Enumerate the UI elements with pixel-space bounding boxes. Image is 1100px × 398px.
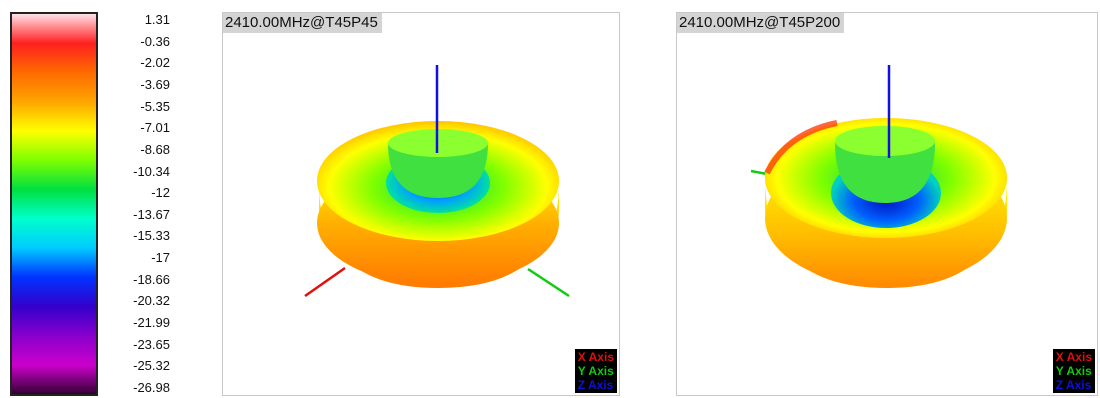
y-axis-line: [527, 267, 570, 298]
pattern-panel-1: 2410.00MHz@T45P45: [222, 12, 620, 396]
radiation-pattern-plot: [750, 65, 1007, 288]
colorbar-tick-label: -5.35: [140, 98, 170, 114]
colorbar-tick-label: -8.68: [140, 141, 170, 157]
pattern-panel-2: 2410.00MHz@T45P200: [676, 12, 1098, 396]
x-axis-line: [304, 266, 346, 298]
axis-legend: X Axis Y Axis Z Axis: [574, 349, 617, 393]
legend-x: X Axis: [1055, 350, 1092, 364]
colorbar-tick-label: -25.32: [133, 358, 170, 374]
legend-y: Y Axis: [577, 364, 614, 378]
colorbar-tick-label: -10.34: [133, 163, 170, 179]
colorbar-tick-label: -21.99: [133, 315, 170, 331]
radiation-pattern-plot: [304, 65, 570, 298]
legend-z: Z Axis: [1055, 378, 1092, 392]
axis-legend: X Axis Y Axis Z Axis: [1052, 349, 1095, 393]
colorbar-tick-label: -26.98: [133, 380, 170, 395]
colorbar-tick-label: -15.33: [133, 228, 170, 244]
colorbar-tick-label: -0.36: [140, 33, 170, 49]
colorbar-tick-label: -23.65: [133, 336, 170, 352]
colorbar-ticks: 1.31 -0.36 -2.02 -3.69 -5.35 -7.01 -8.68 -10.34…: [110, 12, 170, 396]
panel-title: 2410.00MHz@T45P45: [223, 13, 382, 33]
colorbar-tick-label: -7.01: [140, 120, 170, 136]
y-axis-line: [750, 169, 768, 176]
colorbar-tick-label: -2.02: [140, 55, 170, 71]
colorbar-tick-label: 1.31: [144, 12, 170, 27]
colorbar-tick-label: -18.66: [133, 271, 170, 287]
colorbar-tick-label: -17: [151, 250, 170, 266]
legend-x: X Axis: [577, 350, 614, 364]
colorbar-tick-label: -13.67: [133, 206, 170, 222]
colorbar-tick-label: -12: [151, 185, 170, 201]
legend-z: Z Axis: [577, 378, 614, 392]
legend-y: Y Axis: [1055, 364, 1092, 378]
panel-title: 2410.00MHz@T45P200: [677, 13, 845, 33]
colorbar: [10, 12, 98, 396]
colorbar-tick-label: -3.69: [140, 76, 170, 92]
colorbar-tick-label: -20.32: [133, 293, 170, 309]
